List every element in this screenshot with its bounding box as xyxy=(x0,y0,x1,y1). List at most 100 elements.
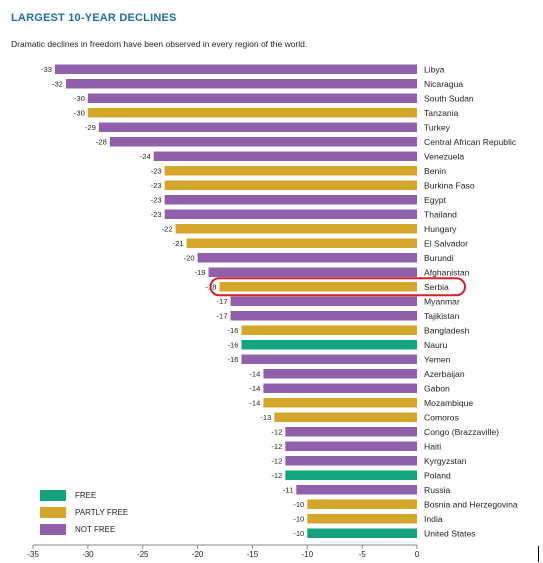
value-label: -23 xyxy=(151,181,162,190)
category-label: Comoros xyxy=(424,412,459,422)
legend-swatch-free xyxy=(40,490,66,501)
bar xyxy=(241,354,417,364)
category-label: Russia xyxy=(424,485,450,495)
value-label: -23 xyxy=(151,196,162,205)
value-label: -16 xyxy=(227,355,238,364)
category-label: Central African Republic xyxy=(424,137,517,147)
legend-swatch-not-free xyxy=(40,524,66,535)
bar xyxy=(54,64,417,74)
highlight-ellipse xyxy=(209,277,466,297)
bar xyxy=(285,441,417,451)
category-label: Egypt xyxy=(424,195,447,205)
category-label: India xyxy=(424,514,443,524)
bar xyxy=(164,209,417,219)
bar xyxy=(230,311,417,321)
value-label: -30 xyxy=(74,94,85,103)
bar xyxy=(186,238,417,248)
bar xyxy=(219,282,417,292)
bar xyxy=(285,456,417,466)
value-label: -21 xyxy=(173,239,184,248)
value-label: -13 xyxy=(260,413,271,422)
value-label: -16 xyxy=(227,341,238,350)
bar xyxy=(263,398,417,408)
category-label: Serbia xyxy=(424,282,449,292)
bar xyxy=(87,108,417,118)
category-label: Burkina Faso xyxy=(424,180,475,190)
bar xyxy=(164,166,417,176)
legend-label-partly-free: PARTLY FREE xyxy=(75,508,129,517)
category-label: Tanzania xyxy=(424,108,459,118)
value-label: -32 xyxy=(52,80,63,89)
category-label: Afghanistan xyxy=(424,267,470,277)
bar xyxy=(241,340,417,350)
value-label: -16 xyxy=(227,326,238,335)
bar xyxy=(164,195,417,205)
bar xyxy=(175,224,417,234)
value-label: -10 xyxy=(293,515,304,524)
category-label: Nauru xyxy=(424,340,448,350)
x-tick-label: -5 xyxy=(359,550,367,559)
category-label: Yemen xyxy=(424,354,451,364)
legend-label-not-free: NOT FREE xyxy=(75,525,116,534)
bar xyxy=(307,499,417,509)
x-tick-label: -10 xyxy=(302,550,314,559)
value-label: -23 xyxy=(151,210,162,219)
bar xyxy=(263,383,417,393)
x-tick-label: 0 xyxy=(415,550,420,559)
legend-item-not-free: NOT FREE xyxy=(40,521,128,538)
category-label: Venezuela xyxy=(424,151,464,161)
bar xyxy=(263,369,417,379)
value-label: -24 xyxy=(140,152,151,161)
legend: FREE PARTLY FREE NOT FREE xyxy=(40,487,128,538)
value-label: -12 xyxy=(271,428,282,437)
legend-item-free: FREE xyxy=(40,487,128,504)
value-label: -12 xyxy=(271,457,282,466)
x-tick-label: -35 xyxy=(27,550,39,559)
value-label: -17 xyxy=(217,312,228,321)
legend-label-free: FREE xyxy=(75,491,97,500)
category-label: South Sudan xyxy=(424,93,474,103)
bar xyxy=(307,528,417,538)
bar xyxy=(98,122,417,132)
value-label: -12 xyxy=(271,442,282,451)
legend-item-partly-free: PARTLY FREE xyxy=(40,504,128,521)
chart-subtitle: Dramatic declines in freedom have been o… xyxy=(11,39,308,49)
category-label: Turkey xyxy=(424,122,451,132)
category-label: Haiti xyxy=(424,441,441,451)
value-label: -30 xyxy=(74,109,85,118)
bar xyxy=(307,514,417,524)
category-label: Gabon xyxy=(424,383,450,393)
category-label: Kyrgyzstan xyxy=(424,456,467,466)
category-label: Nicaragua xyxy=(424,79,463,89)
value-label: -29 xyxy=(85,123,96,132)
category-label: Bosnia and Herzegovina xyxy=(424,499,518,509)
bar xyxy=(109,137,418,147)
value-label: -12 xyxy=(271,471,282,480)
bar xyxy=(274,412,417,422)
x-tick-label: -25 xyxy=(137,550,149,559)
value-label: -20 xyxy=(184,254,195,263)
category-label: Burundi xyxy=(424,253,454,263)
value-label: -19 xyxy=(195,268,206,277)
category-label: Libya xyxy=(424,64,445,74)
category-label: United States xyxy=(424,528,476,538)
bar xyxy=(153,151,417,161)
chart-title: LARGEST 10-YEAR DECLINES xyxy=(11,12,177,24)
x-tick-label: -20 xyxy=(192,550,204,559)
category-label: Poland xyxy=(424,470,451,480)
value-label: -11 xyxy=(283,486,293,495)
category-label: Myanmar xyxy=(424,296,460,306)
category-label: Hungary xyxy=(424,224,457,234)
category-label: Tajikistan xyxy=(424,311,460,321)
value-label: -14 xyxy=(249,384,260,393)
bar xyxy=(241,325,417,335)
value-label: -33 xyxy=(41,65,52,74)
category-label: Thailand xyxy=(424,209,457,219)
bar xyxy=(197,253,417,263)
bar xyxy=(230,296,417,306)
category-label: Azerbaijan xyxy=(424,369,465,379)
value-label: -22 xyxy=(162,225,173,234)
category-label: Congo (Brazzaville) xyxy=(424,427,499,437)
x-tick-label: -15 xyxy=(247,550,259,559)
